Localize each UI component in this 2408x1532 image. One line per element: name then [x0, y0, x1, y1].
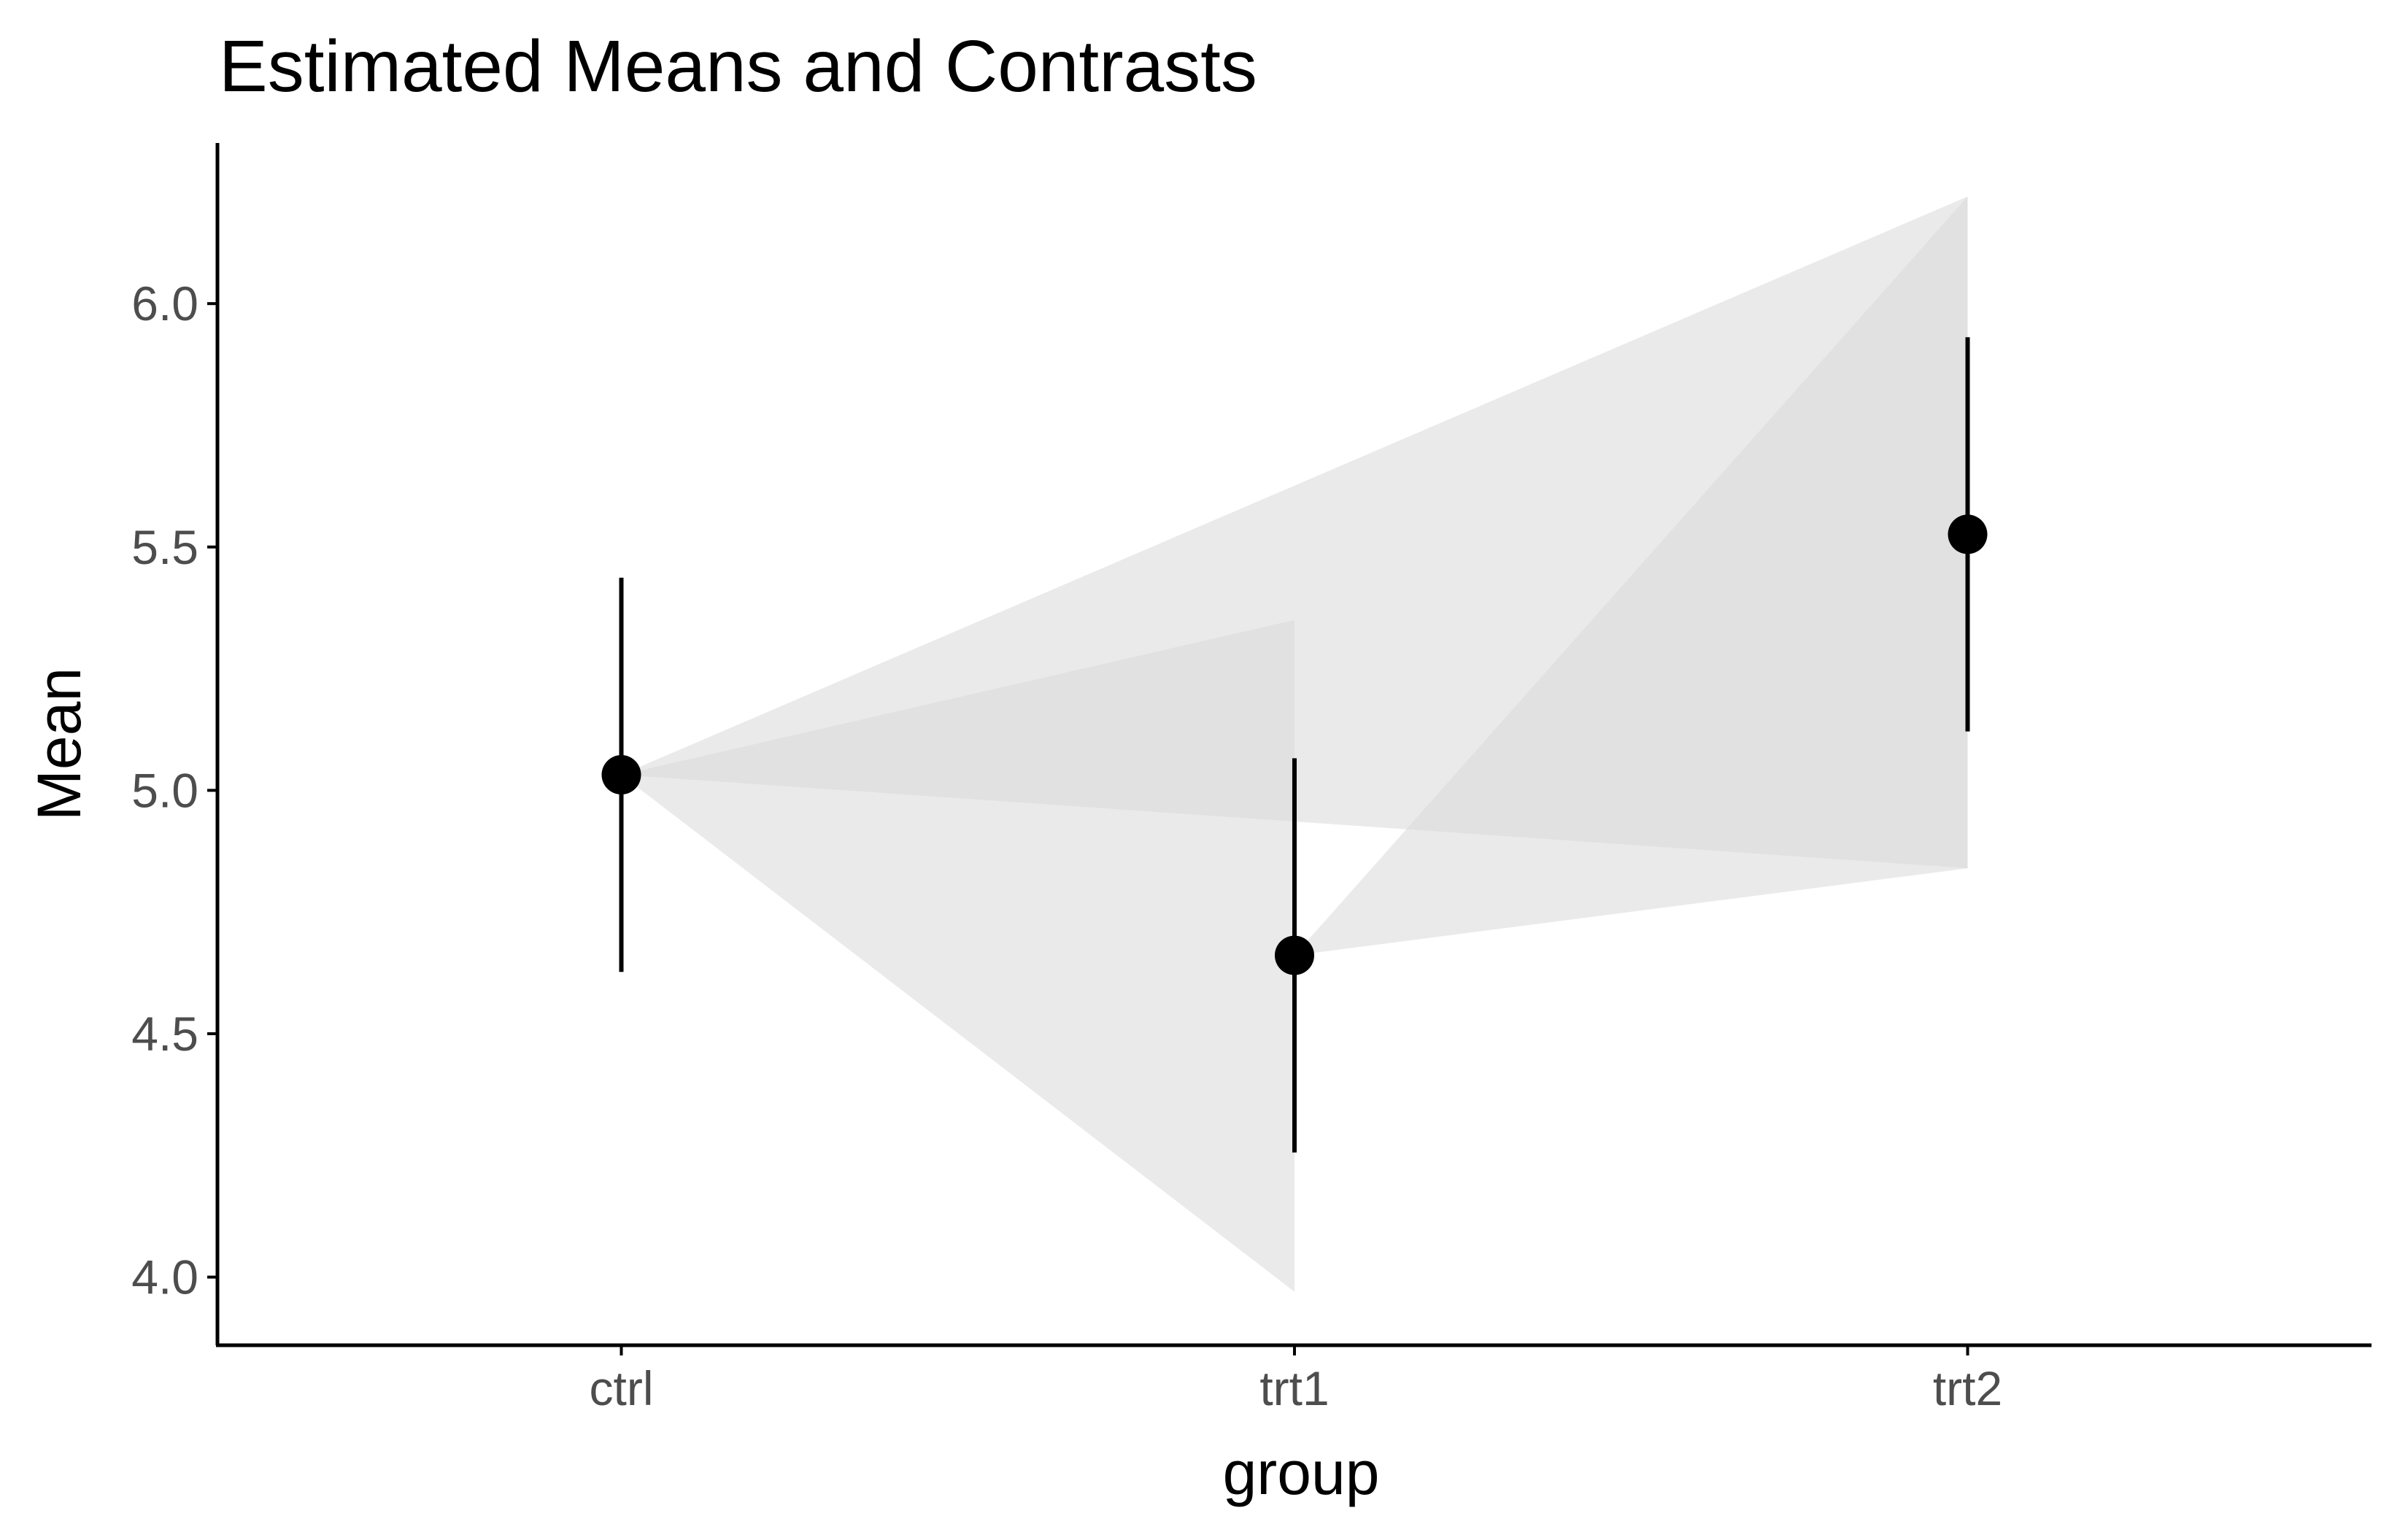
y-tick-label: 5.5	[131, 520, 198, 574]
mean-point-trt2	[1948, 514, 1988, 554]
y-tick-label: 4.0	[131, 1250, 198, 1304]
y-tick-label: 4.5	[131, 1007, 198, 1061]
x-tick-label-trt1: trt1	[1259, 1361, 1329, 1415]
chart-title: Estimated Means and Contrasts	[219, 26, 1257, 107]
x-ticks: ctrl trt1 trt2	[590, 1345, 2002, 1415]
y-tick-label: 5.0	[131, 763, 198, 817]
y-axis-title: Mean	[25, 668, 93, 821]
contrast-ribbon-trt1-trt2	[1294, 196, 1968, 956]
contrast-ribbons	[621, 196, 1968, 1292]
x-tick-label-trt2: trt2	[1933, 1361, 2002, 1415]
y-ticks: 4.0 4.5 5.0 5.5 6.0	[131, 276, 217, 1304]
mean-point-ctrl	[601, 755, 641, 795]
x-tick-label-ctrl: ctrl	[590, 1361, 654, 1415]
mean-points	[601, 514, 1988, 975]
y-tick-label: 6.0	[131, 276, 198, 330]
x-axis-title: group	[1223, 1439, 1380, 1507]
mean-point-trt1	[1275, 935, 1314, 975]
